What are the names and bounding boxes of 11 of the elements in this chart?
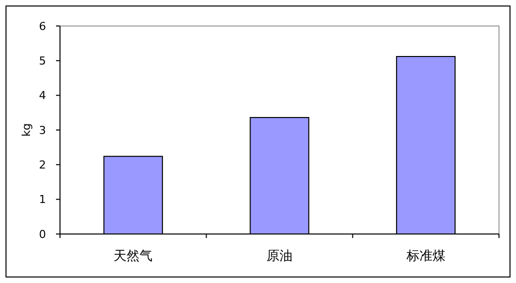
- y-tick-label: 4: [39, 89, 46, 102]
- y-tick-label: 3: [39, 124, 46, 137]
- y-tick-label: 6: [39, 20, 46, 33]
- x-tick-label: 原油: [266, 249, 292, 264]
- y-axis-title: kg: [20, 123, 33, 137]
- y-tick-label: 1: [39, 193, 46, 206]
- x-tick-label: 天然气: [114, 249, 153, 264]
- y-tick-label: 0: [39, 228, 46, 241]
- x-tick-label: 标准煤: [405, 249, 446, 264]
- y-tick-label: 5: [39, 54, 46, 68]
- y-tick-label: 2: [39, 158, 46, 172]
